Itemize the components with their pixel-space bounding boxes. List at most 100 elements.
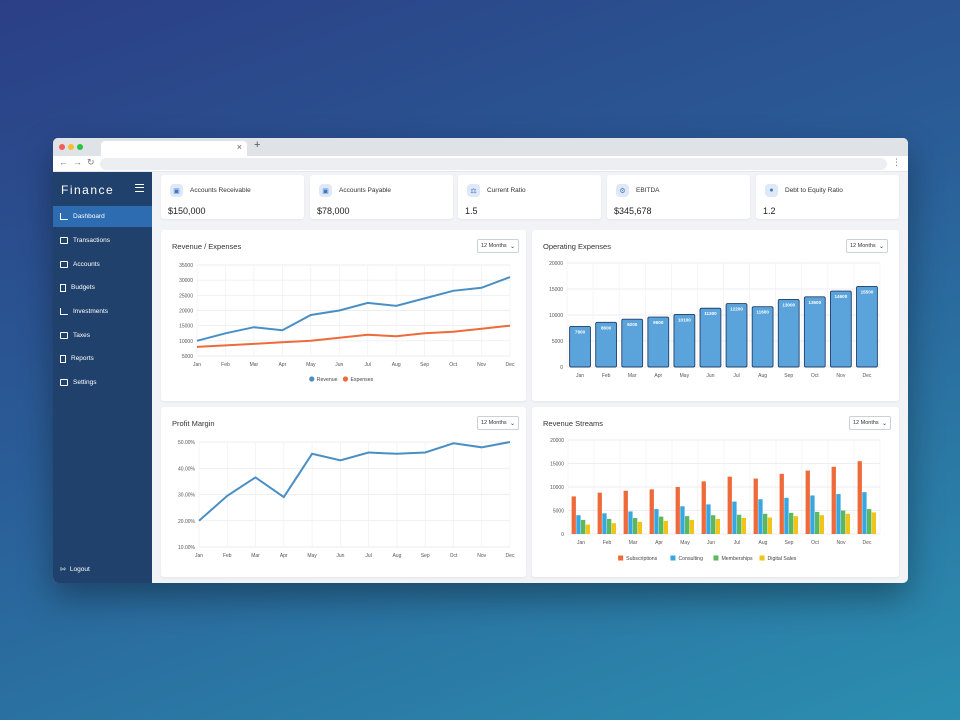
browser-tab[interactable]: × (101, 141, 247, 156)
y-tick-label: 20.00% (178, 519, 196, 525)
kpi-label: Accounts Receivable (190, 187, 251, 194)
browser-menu-icon[interactable]: ⋮ (892, 157, 901, 167)
sidebar-item-dashboard[interactable]: Dashboard (53, 206, 152, 227)
x-tick-label: Jun (336, 553, 344, 559)
sidebar-item-taxes[interactable]: Taxes (53, 325, 152, 346)
bar-consulting (784, 497, 789, 534)
sidebar-item-accounts[interactable]: Accounts (53, 254, 152, 275)
y-tick-label: 5000 (552, 339, 563, 345)
bar-subscriptions (571, 496, 576, 534)
bar-digital-sales (585, 524, 590, 534)
x-tick-label: Mar (628, 373, 637, 379)
sidebar-item-transactions[interactable]: Transactions (53, 230, 152, 251)
x-tick-label: May (680, 540, 690, 546)
bar-subscriptions (675, 487, 680, 534)
period-select[interactable]: 12 Months ⌄ (477, 239, 519, 253)
bar-value-label: 11300 (704, 311, 717, 316)
address-bar-row: ← → ↻ ⋮ (53, 156, 908, 172)
bar-subscriptions (649, 489, 654, 534)
bar-subscriptions (623, 490, 628, 534)
bar-consulting (654, 509, 659, 534)
hand-coin-icon: ● (765, 184, 778, 197)
bar-digital-sales (715, 518, 720, 534)
x-tick-label: Nov (837, 540, 846, 546)
period-select[interactable]: 12 Months ⌄ (849, 416, 891, 430)
bar (569, 325, 591, 368)
bar-memberships (659, 516, 664, 534)
legend-marker (759, 555, 765, 561)
bar-digital-sales (741, 518, 746, 534)
kpi-card-ebitda: ⚙ EBITDA $345,678 (607, 175, 750, 219)
bar-digital-sales (611, 523, 616, 534)
period-select[interactable]: 12 Months ⌄ (477, 416, 519, 430)
legend-marker (342, 376, 349, 382)
y-tick-label: 15000 (549, 287, 563, 293)
legend-marker (713, 555, 719, 561)
kpi-label: EBITDA (636, 187, 660, 194)
x-tick-label: Sep (421, 553, 430, 559)
x-tick-label: Oct (811, 373, 819, 379)
bar-memberships (633, 518, 638, 534)
y-tick-label: 10000 (549, 313, 563, 319)
close-window-button[interactable] (59, 144, 65, 150)
back-icon[interactable]: ← (59, 157, 68, 167)
bar-consulting (576, 515, 581, 534)
reload-icon[interactable]: ↻ (87, 157, 95, 167)
chevron-down-icon: ⌄ (878, 243, 884, 250)
app-logo: Finance (61, 183, 115, 197)
x-tick-label: Apr (280, 553, 288, 559)
y-tick-label: 10000 (179, 339, 193, 345)
kpi-value: 1.5 (465, 206, 478, 216)
y-tick-label: 20000 (550, 438, 564, 444)
legend-label: Consulting (678, 556, 703, 562)
sidebar-item-settings[interactable]: Settings (53, 372, 152, 393)
bar-subscriptions (727, 476, 732, 534)
url-input[interactable] (100, 158, 887, 170)
sidebar: Finance Dashboard Transactions Accounts … (53, 172, 152, 583)
bar-consulting (758, 499, 763, 534)
new-tab-button[interactable]: + (254, 139, 261, 151)
x-tick-label: Sep (785, 540, 794, 546)
chevron-down-icon: ⌄ (509, 243, 515, 250)
bar-digital-sales (793, 516, 798, 534)
bar-digital-sales (663, 520, 668, 534)
sidebar-item-label: Transactions (73, 237, 110, 244)
bar-memberships (711, 515, 716, 534)
forward-icon[interactable]: → (73, 157, 82, 167)
sidebar-item-label: Settings (73, 379, 97, 386)
sidebar-item-investments[interactable]: Investments (53, 301, 152, 322)
bar (725, 303, 748, 368)
bar (699, 307, 722, 368)
menu-toggle-icon[interactable] (135, 184, 144, 192)
period-select[interactable]: 12 Months ⌄ (846, 239, 888, 253)
gears-icon: ⚙ (616, 184, 629, 197)
bar-digital-sales (689, 519, 694, 534)
sidebar-item-reports[interactable]: Reports (53, 348, 152, 369)
x-tick-label: Jan (576, 373, 584, 379)
logout-button[interactable]: ⇰ Logout (60, 565, 90, 574)
kpi-card-current-ratio: ⚖ Current Ratio 1.5 (458, 175, 601, 219)
bar-consulting (628, 511, 633, 534)
x-tick-label: Nov (477, 362, 486, 368)
x-tick-label: Apr (278, 362, 286, 368)
profit-margin-chart: 10.00% 20.00% 30.00% 40.00% 50.00% Jan Feb Mar A… (178, 440, 515, 559)
tab-close-icon[interactable]: × (236, 142, 242, 152)
kpi-value: $150,000 (168, 206, 206, 216)
bar-consulting (732, 501, 737, 534)
period-select-value: 12 Months (481, 420, 507, 426)
period-select-value: 12 Months (853, 420, 879, 426)
chevron-down-icon: ⌄ (509, 420, 515, 427)
minimize-window-button[interactable] (68, 144, 74, 150)
y-tick-label: 5000 (182, 354, 193, 360)
maximize-window-button[interactable] (77, 144, 83, 150)
revenue-expenses-card: Revenue / Expenses 12 Months ⌄ 5000 10000 1… (161, 230, 526, 401)
x-tick-label: Dec (506, 553, 515, 559)
x-tick-label: Aug (392, 362, 401, 368)
x-tick-label: Jun (335, 362, 343, 368)
bar-memberships (581, 519, 586, 534)
legend-label: Digital Sales (768, 556, 797, 562)
x-tick-label: Jan (195, 553, 203, 559)
sidebar-item-budgets[interactable]: Budgets (53, 277, 152, 298)
x-tick-label: Feb (603, 540, 612, 546)
sidebar-item-label: Reports (71, 355, 94, 362)
